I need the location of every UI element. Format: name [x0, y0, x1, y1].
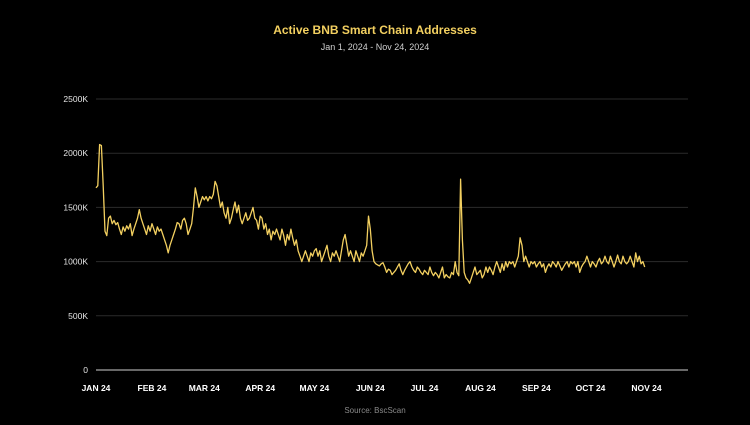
y-tick-label: 500K	[68, 311, 88, 321]
gridlines	[96, 98, 688, 371]
chart-title: Active BNB Smart Chain Addresses	[273, 23, 477, 37]
source-note: Source: BscScan	[344, 406, 405, 415]
x-axis-ticks: JAN 24 FEB 24 MAR 24 APR 24 MAY 24 JUN 24 JUL …	[82, 383, 662, 393]
x-tick-label: JAN 24	[82, 383, 111, 393]
x-tick-label: FEB 24	[138, 383, 167, 393]
series-line-active-addresses	[95, 143, 646, 284]
x-tick-label: NOV 24	[631, 383, 662, 393]
y-tick-label: 2000K	[63, 148, 88, 158]
x-tick-label: OCT 24	[576, 383, 606, 393]
chart-subtitle: Jan 1, 2024 - Nov 24, 2024	[321, 42, 430, 52]
y-tick-label: 0	[83, 365, 88, 375]
x-tick-label: MAR 24	[189, 383, 220, 393]
series-layer	[95, 143, 646, 284]
y-tick-label: 1000K	[63, 257, 88, 267]
x-tick-label: SEP 24	[522, 383, 551, 393]
x-tick-label: MAY 24	[299, 383, 329, 393]
x-tick-label: JUN 24	[356, 383, 385, 393]
y-tick-label: 1500K	[63, 202, 88, 212]
x-tick-label: APR 24	[245, 383, 275, 393]
x-tick-label: AUG 24	[465, 383, 496, 393]
y-tick-label: 2500K	[63, 94, 88, 104]
x-tick-label: JUL 24	[411, 383, 439, 393]
y-axis-ticks: 0 500K 1000K 1500K 2000K 2500K	[63, 94, 88, 375]
